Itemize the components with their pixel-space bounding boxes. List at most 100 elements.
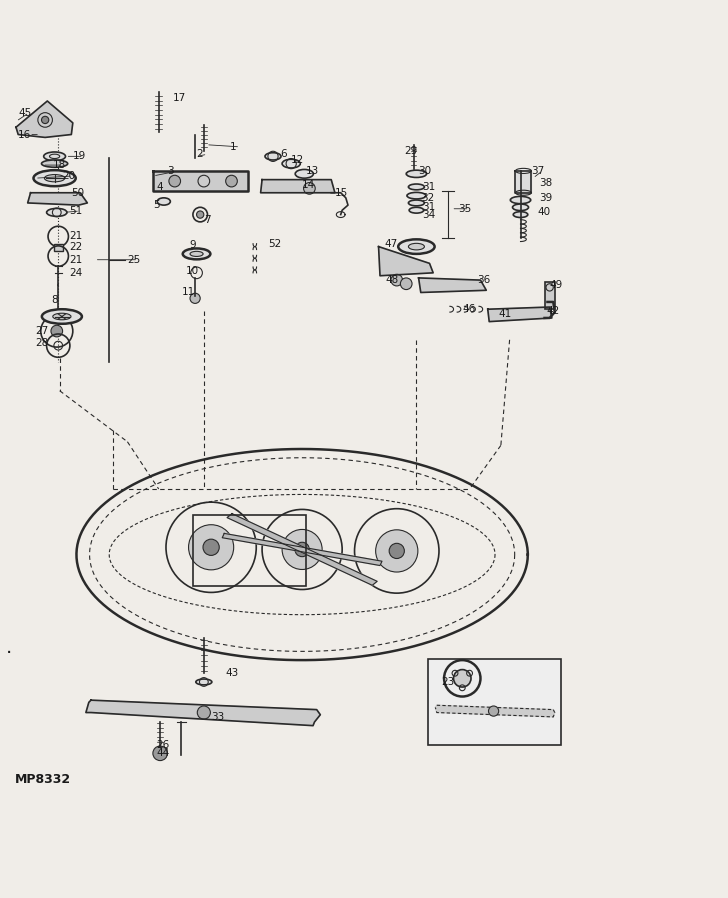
Text: 17: 17 (173, 93, 186, 103)
Text: .: . (6, 638, 12, 656)
Text: 46: 46 (462, 304, 475, 314)
Text: 31: 31 (422, 202, 435, 212)
Circle shape (197, 706, 210, 719)
Ellipse shape (52, 313, 71, 320)
Polygon shape (86, 700, 320, 726)
Text: 3: 3 (167, 166, 174, 176)
Text: 51: 51 (69, 206, 82, 216)
Ellipse shape (406, 171, 427, 178)
Text: 2: 2 (197, 149, 203, 159)
Circle shape (389, 543, 404, 559)
Ellipse shape (398, 240, 435, 254)
Circle shape (295, 542, 309, 557)
Circle shape (203, 539, 219, 555)
Polygon shape (261, 180, 335, 193)
Text: 24: 24 (69, 268, 82, 277)
Circle shape (190, 294, 200, 304)
Text: 12: 12 (291, 155, 304, 165)
Polygon shape (515, 171, 531, 193)
Circle shape (153, 746, 167, 761)
Ellipse shape (409, 207, 424, 213)
Text: 19: 19 (73, 152, 86, 162)
Text: 39: 39 (539, 193, 552, 203)
Ellipse shape (265, 153, 281, 160)
Text: 52: 52 (268, 239, 281, 249)
Text: 20: 20 (62, 171, 75, 181)
Text: 41: 41 (499, 309, 512, 320)
Polygon shape (222, 533, 382, 566)
Polygon shape (435, 705, 555, 717)
Text: MP8332: MP8332 (15, 773, 71, 786)
Ellipse shape (157, 198, 170, 205)
Ellipse shape (183, 249, 210, 260)
Text: 48: 48 (386, 275, 399, 285)
Ellipse shape (510, 197, 531, 204)
Polygon shape (227, 514, 377, 585)
Text: 28: 28 (35, 339, 48, 348)
Ellipse shape (295, 170, 313, 178)
Ellipse shape (513, 204, 529, 210)
Ellipse shape (282, 159, 301, 168)
Text: 42: 42 (546, 305, 559, 316)
Ellipse shape (513, 212, 528, 217)
Ellipse shape (515, 168, 531, 173)
Text: 8: 8 (51, 295, 58, 304)
Text: 35: 35 (459, 204, 472, 214)
Text: 32: 32 (421, 193, 434, 203)
Text: 25: 25 (127, 255, 141, 265)
Text: 1: 1 (229, 142, 236, 152)
Text: 43: 43 (226, 668, 239, 678)
Ellipse shape (47, 208, 67, 216)
Circle shape (400, 277, 412, 289)
Ellipse shape (408, 184, 424, 189)
Ellipse shape (44, 174, 65, 181)
Circle shape (189, 524, 234, 570)
Circle shape (226, 175, 237, 187)
Ellipse shape (190, 251, 203, 257)
Ellipse shape (41, 160, 68, 167)
Text: 50: 50 (71, 188, 84, 198)
Text: 10: 10 (186, 266, 199, 276)
Text: 18: 18 (52, 160, 66, 170)
Polygon shape (379, 247, 433, 276)
Bar (545, 282, 555, 309)
Text: 15: 15 (335, 188, 348, 198)
Circle shape (41, 117, 49, 124)
Text: 22: 22 (69, 242, 82, 251)
Ellipse shape (408, 243, 424, 250)
Text: 49: 49 (550, 280, 563, 290)
Text: 36: 36 (477, 275, 490, 285)
Ellipse shape (44, 152, 66, 161)
Text: 7: 7 (204, 215, 210, 224)
Polygon shape (153, 171, 248, 190)
Circle shape (282, 530, 322, 569)
Text: 6: 6 (280, 149, 287, 159)
Text: 16: 16 (18, 129, 31, 139)
Circle shape (169, 175, 181, 187)
Text: 27: 27 (35, 326, 48, 336)
Text: 11: 11 (182, 287, 195, 297)
Ellipse shape (408, 200, 424, 206)
Ellipse shape (33, 171, 76, 186)
Circle shape (376, 530, 418, 572)
Text: 23: 23 (441, 677, 454, 687)
Ellipse shape (42, 309, 82, 324)
Polygon shape (488, 307, 552, 321)
Text: 5: 5 (153, 200, 159, 210)
Text: 37: 37 (531, 166, 545, 176)
Text: 13: 13 (306, 166, 319, 176)
Ellipse shape (407, 192, 426, 199)
Text: 14: 14 (302, 180, 315, 190)
Circle shape (197, 211, 204, 218)
Text: 44: 44 (157, 748, 170, 758)
Text: 47: 47 (384, 239, 397, 249)
Text: 9: 9 (189, 240, 196, 251)
Circle shape (304, 182, 315, 194)
Circle shape (391, 274, 403, 286)
Circle shape (454, 670, 471, 687)
Text: 26: 26 (157, 740, 170, 750)
Polygon shape (28, 193, 87, 205)
Polygon shape (16, 101, 73, 137)
Text: 38: 38 (539, 179, 552, 189)
Text: 21: 21 (69, 232, 82, 242)
